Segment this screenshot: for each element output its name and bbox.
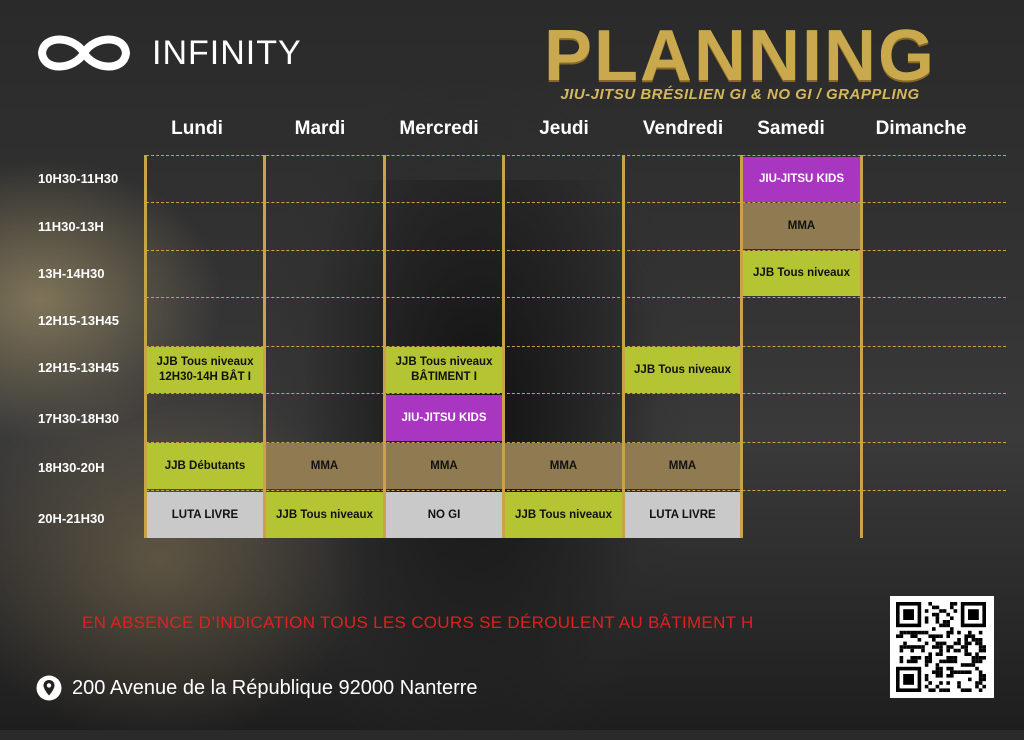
- time-slot-label: 10H30-11H30: [38, 171, 119, 186]
- class-block-monday-beginners: JJB Débutants: [147, 443, 263, 489]
- page-subtitle: JIU-JITSU BRÉSILIEN GI & NO GI / GRAPPLI…: [560, 86, 920, 103]
- address: 200 Avenue de la République 92000 Nanter…: [36, 675, 478, 701]
- row-divider: [146, 490, 1006, 491]
- class-name: JJB Tous niveaux: [156, 356, 254, 368]
- row-divider: [146, 442, 1006, 443]
- infinity-logo-icon: [37, 35, 131, 71]
- class-block-monday-jjb: JJB Tous niveaux 12H30-14H BÂT I: [147, 347, 263, 393]
- time-slot-label: 11H30-13H: [38, 219, 104, 234]
- day-header-samedi: Samedi: [757, 118, 825, 139]
- class-block-saturday-jjb: JJB Tous niveaux: [743, 251, 860, 296]
- day-header-dimanche: Dimanche: [875, 118, 967, 139]
- class-block-saturday-mma: MMA: [743, 203, 860, 249]
- row-divider: [146, 202, 1006, 203]
- day-header-jeudi: Jeudi: [539, 118, 589, 139]
- class-block-monday-luta: LUTA LIVRE: [147, 492, 263, 538]
- column-divider: [383, 155, 386, 538]
- day-header-mercredi: Mercredi: [399, 118, 479, 139]
- day-header-lundi: Lundi: [171, 118, 223, 139]
- brand-logo: INFINITY: [34, 30, 302, 76]
- class-block-wednesday-nogi: NO GI: [386, 492, 502, 538]
- time-slot-label: 18H30-20H: [38, 460, 105, 475]
- row-divider: [146, 346, 1006, 347]
- column-divider: [502, 155, 505, 538]
- day-header-vendredi: Vendredi: [642, 118, 724, 139]
- row-divider: [146, 393, 1006, 394]
- class-detail: BÂTIMENT I: [411, 371, 477, 383]
- time-slot-label: 13H-14H30: [38, 266, 105, 281]
- column-divider: [622, 155, 625, 538]
- row-divider: [146, 297, 1006, 298]
- day-header-mardi: Mardi: [294, 118, 346, 139]
- column-divider: [263, 155, 266, 538]
- row-divider: [146, 155, 1006, 156]
- class-block-tuesday-mma: MMA: [266, 443, 383, 489]
- time-slot-label: 12H15-13H45: [38, 360, 119, 375]
- qr-code-icon[interactable]: [890, 596, 994, 698]
- column-divider: [144, 155, 147, 538]
- class-detail: 12H30-14H BÂT I: [158, 371, 252, 383]
- class-block-thursday-mma: MMA: [505, 443, 622, 489]
- row-divider: [146, 250, 1006, 251]
- location-pin-icon: [36, 675, 62, 701]
- class-block-thursday-jjb: JJB Tous niveaux: [505, 492, 622, 538]
- class-block-friday-mma: MMA: [625, 443, 740, 489]
- page-title: PLANNING: [544, 16, 936, 96]
- column-divider: [860, 155, 863, 538]
- time-slot-label: 12H15-13H45: [38, 313, 119, 328]
- class-block-wednesday-mma: MMA: [386, 443, 502, 489]
- column-divider: [740, 155, 743, 538]
- class-block-wednesday-jjb: JJB Tous niveaux BÂTIMENT I: [386, 347, 502, 393]
- class-block-wednesday-kids: JIU-JITSU KIDS: [386, 395, 502, 441]
- class-block-saturday-kids: JIU-JITSU KIDS: [743, 157, 860, 202]
- class-name: JJB Tous niveaux: [395, 356, 493, 368]
- brand-name: INFINITY: [152, 33, 302, 72]
- time-slot-label: 20H-21H30: [38, 511, 105, 526]
- location-notice: EN ABSENCE D’INDICATION TOUS LES COURS S…: [82, 613, 754, 632]
- class-block-friday-jjb: JJB Tous niveaux: [625, 347, 740, 393]
- time-slot-label: 17H30-18H30: [38, 411, 119, 426]
- class-block-tuesday-jjb: JJB Tous niveaux: [266, 492, 383, 538]
- address-text: 200 Avenue de la République 92000 Nanter…: [72, 676, 478, 699]
- class-block-friday-luta: LUTA LIVRE: [625, 492, 740, 538]
